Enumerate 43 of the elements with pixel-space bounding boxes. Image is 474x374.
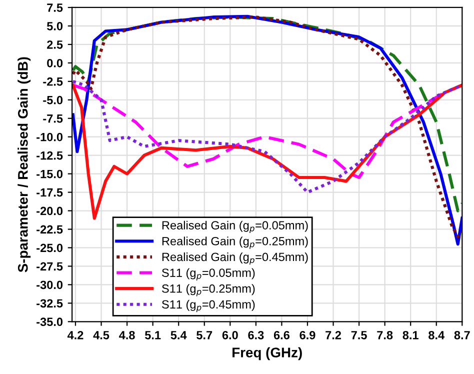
y-tick-label: -7.5	[43, 114, 63, 123]
y-tick-label: -22.5	[36, 225, 63, 234]
y-tick-label: -20.0	[36, 206, 63, 216]
y-axis-title: S-parameter / Realised Gain (dB)	[18, 57, 31, 272]
y-tick-label: -25.0	[36, 244, 63, 252]
x-tick-label: 6.3	[248, 330, 264, 340]
x-tick-label: 6.9	[300, 330, 316, 340]
y-tick-label: -15.0	[36, 170, 63, 178]
x-tick-label: 6.6	[274, 330, 290, 340]
y-tick-label: 5.0	[46, 22, 63, 30]
y-tick-label: -2.5	[43, 77, 63, 86]
y-tick-label: 0.0	[47, 58, 63, 68]
legend-label: Realised Gain (g$_{p}$=0.05mm)	[162, 220, 308, 234]
y-tick-label: -10.0	[36, 132, 63, 142]
y-tick-label: 7.5	[47, 4, 63, 12]
x-tick-label: 5.1	[144, 331, 161, 340]
x-tick-label: 5.7	[196, 331, 212, 340]
legend-label: S11 (g$_{p}$=0.05mm)	[162, 268, 255, 280]
legend-label: Realised Gain (g$_{p}$=0.25mm)	[162, 236, 308, 249]
x-tick-label: 4.2	[67, 330, 84, 340]
x-tick-label: 8.7	[454, 330, 470, 340]
x-tick-label: 7.5	[351, 331, 367, 340]
y-tick-label: -32.5	[36, 299, 63, 308]
y-tick-label: -17.5	[36, 188, 63, 197]
x-tick-label: 5.4	[170, 331, 187, 340]
x-tick-label: 4.5	[93, 331, 110, 340]
legend-label: Realised Gain (g$_{p}$=0.45mm)	[162, 252, 308, 265]
y-tick-label: 2.5	[47, 40, 63, 49]
x-tick-label: 8.1	[402, 330, 418, 340]
y-tick-label: -27.5	[36, 262, 63, 271]
legend-label: S11 (g$_{p}$=0.25mm)	[162, 284, 255, 296]
x-tick-label: 6.0	[222, 330, 238, 340]
x-axis-title: Freq (GHz)	[232, 347, 302, 360]
x-tick-label: 7.8	[377, 330, 393, 340]
x-tick-label: 8.4	[428, 330, 445, 340]
y-tick-label: -30.0	[36, 280, 63, 290]
x-tick-label: 7.2	[326, 330, 341, 340]
legend-label: S11 (g$_{p}$=0.45mm)	[162, 300, 255, 312]
y-tick-label: -35.0	[36, 318, 63, 326]
y-tick-label: -5.0	[43, 96, 63, 104]
y-tick-label: -12.5	[36, 151, 63, 160]
x-tick-label: 4.8	[119, 330, 135, 340]
line-series	[72, 84, 462, 220]
